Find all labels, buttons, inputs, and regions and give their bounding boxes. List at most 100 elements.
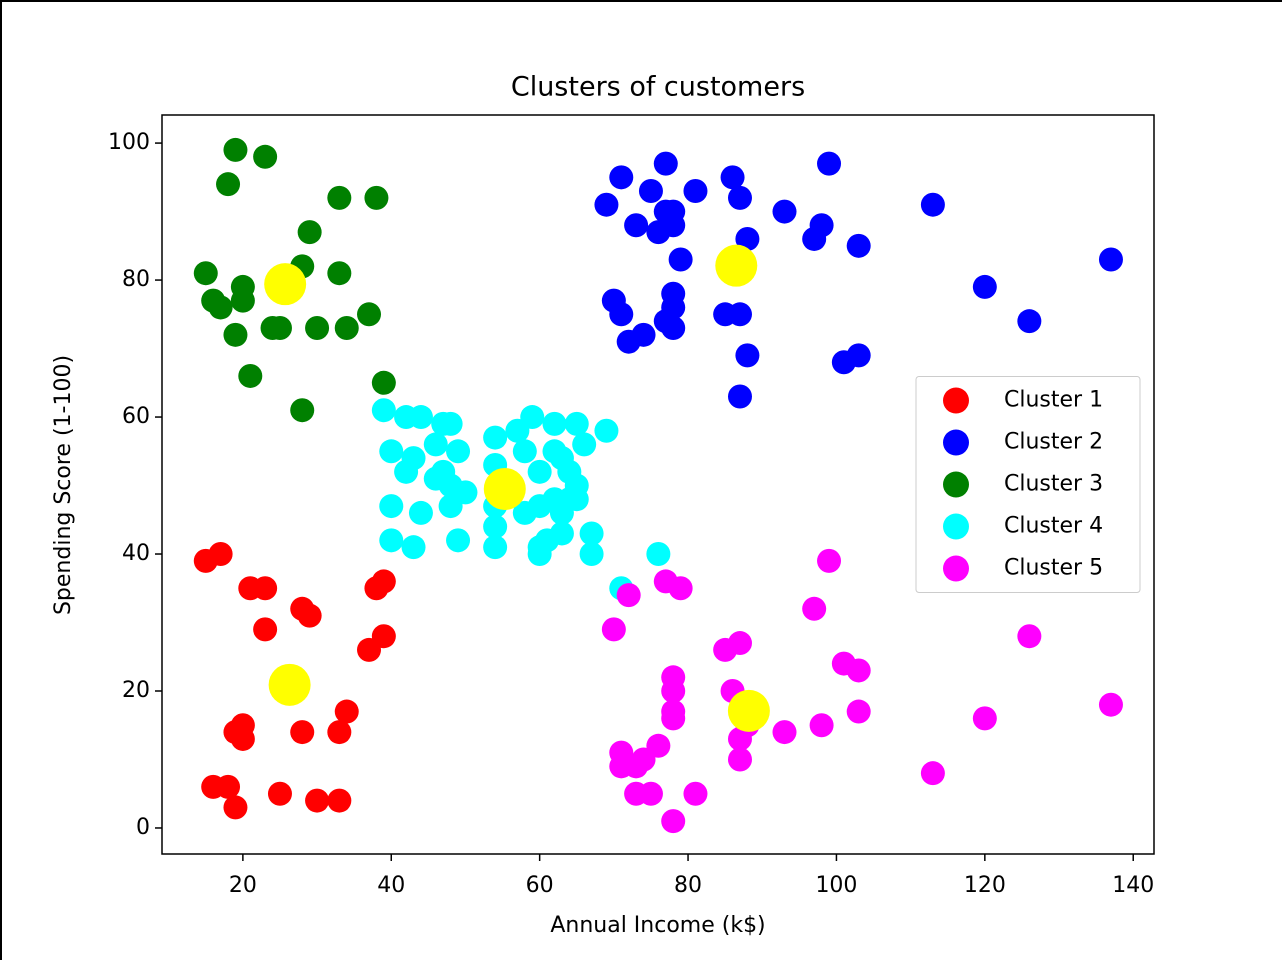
point — [371, 370, 396, 395]
point — [846, 699, 871, 724]
legend-label: Cluster 1 — [1004, 388, 1103, 413]
point — [290, 720, 315, 745]
point — [802, 596, 827, 621]
point — [564, 411, 589, 436]
point — [297, 603, 322, 628]
point — [379, 528, 404, 553]
point — [683, 781, 708, 806]
plot-area — [193, 137, 1123, 834]
legend-swatch — [943, 429, 969, 456]
point — [290, 398, 315, 423]
point — [453, 480, 478, 505]
point — [720, 165, 745, 190]
y-tick-label: 20 — [122, 678, 150, 703]
point — [423, 432, 448, 457]
point — [483, 425, 508, 450]
point — [653, 151, 678, 176]
point — [594, 418, 619, 443]
point — [327, 720, 352, 745]
y-axis-label: Spending Score (1-100) — [51, 355, 76, 615]
point — [920, 192, 945, 217]
point — [446, 528, 471, 553]
y-tick-label: 40 — [122, 541, 150, 566]
y-tick-label: 0 — [136, 815, 150, 840]
point — [564, 487, 589, 512]
x-tick-label: 140 — [1112, 873, 1154, 898]
point — [327, 788, 352, 813]
point — [579, 521, 604, 546]
point — [305, 316, 330, 341]
point — [683, 179, 708, 204]
point — [438, 411, 463, 436]
point — [379, 494, 404, 519]
legend-label: Cluster 3 — [1004, 472, 1103, 497]
point — [972, 274, 997, 299]
point — [579, 542, 604, 567]
point — [216, 172, 241, 197]
point — [846, 233, 871, 258]
point — [371, 624, 396, 649]
point — [772, 199, 797, 224]
point — [253, 617, 278, 642]
y-tick-label: 100 — [108, 130, 150, 155]
point — [920, 761, 945, 786]
point — [601, 617, 626, 642]
point — [193, 261, 218, 286]
point — [668, 247, 693, 272]
legend-label: Cluster 2 — [1004, 430, 1103, 455]
centroid — [483, 467, 526, 510]
point — [297, 220, 322, 245]
point — [661, 199, 686, 224]
point — [1098, 692, 1123, 717]
legend-swatch — [943, 555, 969, 582]
point — [1098, 247, 1123, 272]
x-tick-label: 80 — [674, 873, 702, 898]
point — [371, 569, 396, 594]
point — [512, 439, 537, 464]
x-tick-label: 60 — [526, 873, 554, 898]
point — [661, 678, 686, 703]
point — [609, 302, 634, 327]
point — [972, 706, 997, 731]
chart-title: Clusters of customers — [511, 72, 805, 103]
point — [572, 432, 597, 457]
point — [661, 295, 686, 320]
point — [401, 446, 426, 471]
point — [483, 535, 508, 560]
point — [727, 631, 752, 656]
point — [646, 733, 671, 758]
point — [327, 261, 352, 286]
point — [267, 316, 292, 341]
point — [520, 405, 545, 430]
point — [401, 535, 426, 560]
point — [661, 316, 686, 341]
point — [594, 192, 619, 217]
point — [230, 726, 255, 751]
point — [1017, 624, 1042, 649]
point — [216, 774, 241, 799]
point — [772, 720, 797, 745]
point — [208, 542, 233, 567]
point — [638, 781, 663, 806]
point — [668, 576, 693, 601]
point — [527, 459, 552, 484]
legend-swatch — [943, 387, 969, 414]
point — [334, 699, 359, 724]
legend-label: Cluster 5 — [1004, 556, 1103, 581]
x-axis-label: Annual Income (k$) — [550, 913, 765, 938]
legend-swatch — [943, 513, 969, 540]
point — [638, 179, 663, 204]
centroid — [264, 263, 307, 306]
point — [616, 583, 641, 608]
point — [727, 302, 752, 327]
point — [379, 439, 404, 464]
y-tick-label: 80 — [122, 267, 150, 292]
legend-label: Cluster 4 — [1004, 514, 1103, 539]
centroid — [268, 663, 311, 706]
legend: Cluster 1 Cluster 2 Cluster 3 Cluster 4 Clus… — [915, 376, 1141, 593]
x-tick-label: 20 — [229, 873, 257, 898]
point — [223, 322, 248, 347]
point — [334, 316, 359, 341]
point — [809, 213, 834, 238]
